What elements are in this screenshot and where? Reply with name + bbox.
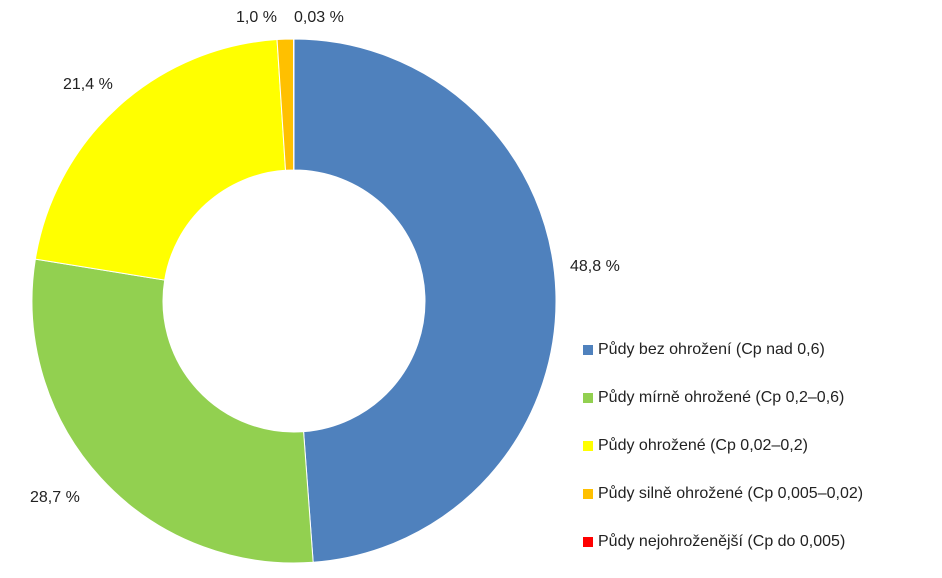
legend-swatch-yellow <box>583 441 593 451</box>
data-label-mirne-ohrozene: 28,7 % <box>30 489 80 506</box>
legend-swatch-orange <box>583 489 593 499</box>
legend-label: Půdy bez ohrožení (Cp nad 0,6) <box>598 341 825 358</box>
legend-label: Půdy nejohroženější (Cp do 0,005) <box>598 533 846 550</box>
data-label-ohrozene: 21,4 % <box>63 76 113 93</box>
slice-ohrozene <box>34 39 287 281</box>
data-label-silne-ohrozene: 1,0 % <box>236 9 277 26</box>
legend-swatch-blue <box>583 345 593 355</box>
legend-swatch-green <box>583 393 593 403</box>
legend-label: Půdy ohrožené (Cp 0,02–0,2) <box>598 437 808 454</box>
legend-item-nejohrozenejsi: Půdy nejohroženější (Cp do 0,005) <box>583 530 863 554</box>
legend-label: Půdy silně ohrožené (Cp 0,005–0,02) <box>598 485 864 502</box>
data-label-nejohrozenejsi: 0,03 % <box>294 9 344 26</box>
slice-bez-ohrozeni <box>293 38 557 563</box>
legend-item-ohrozene: Půdy ohrožené (Cp 0,02–0,2) <box>583 434 863 458</box>
slice-mirne-ohrozene <box>31 258 314 564</box>
legend-item-bez-ohrozeni: Půdy bez ohrožení (Cp nad 0,6) <box>583 338 863 362</box>
legend-swatch-red <box>583 537 593 547</box>
legend-label: Půdy mírně ohrožené (Cp 0,2–0,6) <box>598 389 845 406</box>
legend-item-mirne-ohrozene: Půdy mírně ohrožené (Cp 0,2–0,6) <box>583 386 863 410</box>
legend-item-silne-ohrozene: Půdy silně ohrožené (Cp 0,005–0,02) <box>583 482 863 506</box>
data-label-bez-ohrozeni: 48,8 % <box>570 258 620 275</box>
legend: Půdy bez ohrožení (Cp nad 0,6) Půdy mírn… <box>583 338 863 578</box>
